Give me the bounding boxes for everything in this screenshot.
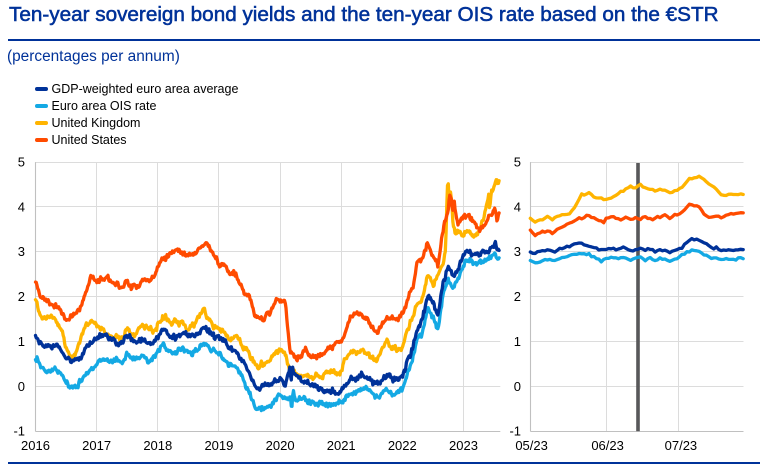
svg-text:2022: 2022: [388, 438, 417, 453]
svg-text:2021: 2021: [327, 438, 356, 453]
svg-text:2023: 2023: [449, 438, 478, 453]
svg-text:3: 3: [514, 244, 521, 259]
svg-text:2019: 2019: [204, 438, 233, 453]
svg-text:-1: -1: [509, 424, 521, 439]
svg-text:0: 0: [18, 379, 25, 394]
svg-text:05/23: 05/23: [515, 438, 548, 453]
svg-text:2020: 2020: [266, 438, 295, 453]
svg-text:2016: 2016: [21, 438, 50, 453]
svg-text:0: 0: [514, 379, 521, 394]
svg-text:06/23: 06/23: [591, 438, 624, 453]
svg-text:4: 4: [514, 199, 521, 214]
svg-text:2018: 2018: [143, 438, 172, 453]
svg-text:4: 4: [18, 199, 25, 214]
svg-text:1: 1: [514, 334, 521, 349]
svg-text:2: 2: [514, 289, 521, 304]
svg-text:3: 3: [18, 244, 25, 259]
svg-text:1: 1: [18, 334, 25, 349]
svg-text:07/23: 07/23: [665, 438, 698, 453]
svg-text:5: 5: [514, 155, 521, 170]
svg-text:2: 2: [18, 289, 25, 304]
svg-text:5: 5: [18, 155, 25, 170]
svg-text:2017: 2017: [82, 438, 111, 453]
svg-text:-1: -1: [13, 424, 25, 439]
